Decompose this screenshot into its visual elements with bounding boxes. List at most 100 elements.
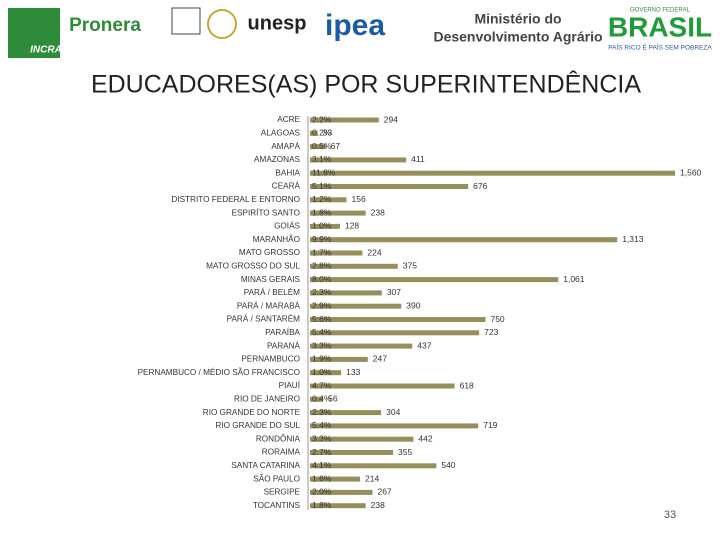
value-label: 719: [483, 420, 497, 430]
logo-text: Desenvolvimento Agrário: [433, 29, 602, 45]
percentage-label: 5.4%: [312, 327, 332, 337]
category-label: PARÁ / BELÉM: [244, 287, 300, 297]
category-label: GOIÁS: [274, 221, 300, 231]
logo-text: BRASIL: [608, 11, 712, 42]
bar: [310, 356, 368, 362]
category-label: PARAÍBA: [265, 327, 300, 337]
category-label: ACRE: [277, 115, 300, 124]
bar: [310, 383, 455, 389]
logo-text: PAÍS RICO É PAÍS SEM POBREZA: [608, 43, 712, 52]
percentage-label: 0.2%: [312, 128, 332, 138]
value-label: 750: [490, 314, 504, 324]
bar: [310, 290, 382, 296]
category-label: MATO GROSSO: [239, 248, 300, 257]
logo-text: ipea: [325, 9, 385, 42]
percentage-label: 4.7%: [312, 380, 332, 390]
value-label: 214: [365, 473, 379, 483]
category-label: MARANHÃO: [253, 234, 300, 244]
percentage-label: 1.6%: [312, 473, 332, 483]
category-label: AMAZONAS: [254, 155, 300, 164]
category-label: PERNAMBUCO: [241, 355, 300, 364]
value-label: 267: [377, 487, 391, 497]
unitau-logo: [207, 9, 237, 39]
bar: [310, 303, 402, 309]
category-label: SANTA CATARINA: [231, 461, 300, 470]
value-label: 442: [418, 433, 432, 443]
value-label: 437: [417, 340, 431, 350]
value-label: 307: [387, 287, 401, 297]
category-label: MINAS GERAIS: [241, 275, 301, 284]
category-label: RORAIMA: [262, 448, 301, 457]
value-label: 224: [367, 247, 381, 257]
bar: [310, 184, 469, 189]
bar: [310, 117, 379, 123]
value-label: 156: [352, 194, 366, 204]
percentage-label: 2.0%: [312, 487, 332, 497]
bar: [310, 396, 324, 402]
bar: [310, 130, 318, 136]
value-label: 1,061: [563, 274, 585, 284]
value-label: 304: [386, 407, 400, 417]
bar: [310, 330, 480, 336]
bar: [310, 250, 363, 256]
value-label: 56: [328, 394, 338, 404]
percentage-label: 2.3%: [312, 287, 332, 297]
bar: [310, 210, 366, 216]
bar: [310, 503, 366, 509]
category-label: PIAUÍ: [279, 380, 301, 390]
value-label: 247: [373, 354, 387, 364]
category-label: BAHIA: [275, 168, 300, 177]
percentage-label: 1.8%: [312, 500, 332, 510]
value-label: 294: [384, 114, 398, 124]
value-label: 676: [473, 181, 487, 191]
bar: [310, 343, 413, 349]
percentage-label: 1.0%: [312, 367, 332, 377]
category-label: ALAGOAS: [261, 128, 301, 137]
page-number: 33: [664, 509, 676, 521]
percentage-label: 0.4%: [312, 394, 332, 404]
category-label: PARÁ / SANTARÉM: [227, 314, 301, 324]
value-label: 540: [441, 460, 455, 470]
value-label: 723: [484, 327, 498, 337]
category-label: RIO GRANDE DO NORTE: [203, 408, 301, 417]
bar: [310, 436, 414, 442]
percentage-label: 9.9%: [312, 234, 332, 244]
bar: [310, 317, 486, 322]
chart-title: EDUCADORES(AS) POR SUPERINTENDÊNCIA: [91, 70, 641, 99]
bar: [310, 423, 479, 429]
percentage-label: 3.3%: [312, 340, 332, 350]
bar: [310, 489, 373, 495]
percentage-label: 1.9%: [312, 354, 332, 364]
bar: [310, 197, 347, 203]
percentage-label: 2.3%: [312, 407, 332, 417]
bar: [310, 263, 398, 269]
value-label: 67: [331, 141, 341, 151]
category-label: DISTRITO FEDERAL E ENTORNO: [171, 195, 300, 204]
category-label: RIO DE JANEIRO: [234, 394, 300, 403]
bar: [310, 277, 559, 283]
value-label: 1,560: [680, 167, 702, 177]
category-label: PARÁ / MARABÁ: [237, 300, 301, 310]
percentage-label: 4.1%: [312, 460, 332, 470]
percentage-label: 5.1%: [312, 181, 332, 191]
logo-text: Ministério do: [474, 11, 561, 27]
bar: [310, 237, 618, 243]
percentage-label: 1.0%: [312, 221, 332, 231]
value-label: 1,313: [622, 234, 644, 244]
percentage-label: 11.8%: [312, 167, 336, 177]
percentage-label: 2.8%: [312, 261, 332, 271]
value-label: 390: [406, 300, 420, 310]
percentage-label: 3.3%: [312, 433, 332, 443]
percentage-label: 1.7%: [312, 247, 332, 257]
bar: [310, 370, 342, 376]
category-label: AMAPÁ: [271, 141, 300, 151]
percentage-label: 5.6%: [312, 314, 332, 324]
category-label: ESPIRÍTO SANTO: [232, 207, 300, 217]
value-label: 133: [346, 367, 360, 377]
percentage-label: 1.2%: [312, 194, 332, 204]
percentage-label: 5.4%: [312, 420, 332, 430]
bar: [310, 450, 394, 455]
bar: [310, 476, 361, 482]
category-label: CEARÁ: [272, 181, 301, 191]
